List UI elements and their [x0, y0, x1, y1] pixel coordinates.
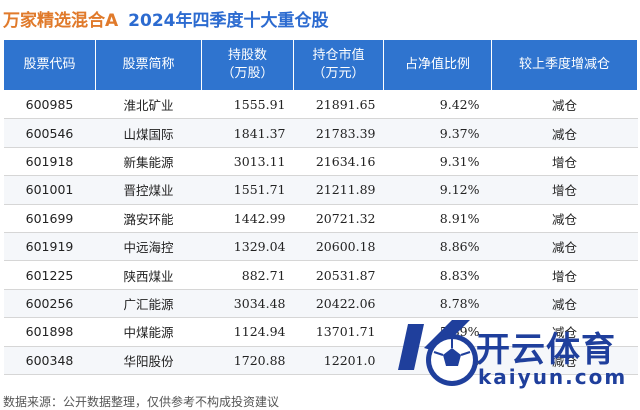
- kaiyun-logo: [398, 320, 478, 386]
- holdings-table: 股票代码 股票简称 持股数 （万股） 持仓市值 （万元） 占净值比例 较上季度增…: [3, 39, 638, 375]
- table-row: 601898 中煤能源 1124.94 13701.71 5.89% 减仓: [3, 317, 638, 347]
- net-value-ratio: 8.83%: [383, 260, 492, 290]
- market-value: 20422.06: [293, 289, 384, 319]
- stock-name: 中煤能源: [95, 317, 202, 347]
- stock-name: 淮北矿业: [95, 90, 202, 120]
- table-row: 601699 潞安环能 1442.99 20721.32 8.91% 减仓: [3, 204, 638, 233]
- title-bar: 万家精选混合A 2024年四季度十大重仓股: [0, 0, 640, 36]
- net-value-ratio: 9.42%: [383, 90, 492, 120]
- shares-held: 3013.11: [201, 147, 294, 177]
- column-header: 较上季度增减仓: [491, 39, 638, 91]
- position-change: 减仓: [491, 90, 638, 120]
- stock-code: 601699: [3, 204, 96, 233]
- table-row: 601001 晋控煤业 1551.71 21211.89 9.12% 增仓: [3, 175, 638, 205]
- column-header: 持仓市值 （万元）: [293, 39, 384, 91]
- net-value-ratio: 8.91%: [383, 204, 492, 233]
- stock-code: 601225: [3, 260, 96, 290]
- stock-code: 601918: [3, 147, 96, 177]
- stock-code: 600348: [3, 346, 96, 375]
- stock-name: 新集能源: [95, 147, 202, 177]
- position-change: 减仓: [491, 289, 638, 319]
- data-source-note: 数据来源：公开数据整理，仅供参考不构成投资建议: [3, 395, 280, 409]
- market-value: 21891.65: [293, 90, 384, 120]
- stock-name: 晋控煤业: [95, 175, 202, 205]
- shares-held: 1720.88: [201, 346, 294, 375]
- position-change: 减仓: [491, 232, 638, 262]
- table-row: 600256 广汇能源 3034.48 20422.06 8.78% 减仓: [3, 289, 638, 319]
- table-row: 601918 新集能源 3013.11 21634.16 9.31% 增仓: [3, 147, 638, 177]
- position-change: 增仓: [491, 260, 638, 290]
- table-row: 600985 淮北矿业 1555.91 21891.65 9.42% 减仓: [3, 90, 638, 120]
- table-row: 601919 中远海控 1329.04 20600.18 8.86% 减仓: [3, 232, 638, 262]
- shares-held: 1124.94: [201, 317, 294, 347]
- table-row: 601225 陕西煤业 882.71 20531.87 8.83% 增仓: [3, 260, 638, 290]
- stock-name: 山煤国际: [95, 118, 202, 148]
- market-value: 21634.16: [293, 147, 384, 177]
- shares-held: 882.71: [201, 260, 294, 290]
- market-value: 20721.32: [293, 204, 384, 233]
- shares-held: 1841.37: [201, 118, 294, 148]
- column-header: 占净值比例: [383, 39, 492, 91]
- position-change: 减仓: [491, 118, 638, 148]
- position-change: 减仓: [491, 204, 638, 233]
- market-value: 12201.0: [293, 346, 384, 375]
- net-value-ratio: 8.78%: [383, 289, 492, 319]
- column-header: 股票简称: [95, 39, 202, 91]
- shares-held: 1442.99: [201, 204, 294, 233]
- column-header: 持股数 （万股）: [201, 39, 294, 91]
- shares-held: 3034.48: [201, 289, 294, 319]
- stock-code: 600985: [3, 90, 96, 120]
- stock-name: 华阳股份: [95, 346, 202, 375]
- market-value: 20600.18: [293, 232, 384, 262]
- net-value-ratio: 9.37%: [383, 118, 492, 148]
- stock-code: 600546: [3, 118, 96, 148]
- logo-text-cn: 开云体育: [476, 330, 616, 370]
- stock-name: 陕西煤业: [95, 260, 202, 290]
- shares-held: 1555.91: [201, 90, 294, 120]
- logo-text-en: kaiyun.com: [478, 365, 628, 389]
- stock-code: 601919: [3, 232, 96, 262]
- stock-name: 中远海控: [95, 232, 202, 262]
- position-change: 增仓: [491, 147, 638, 177]
- shares-held: 1551.71: [201, 175, 294, 205]
- net-value-ratio: 9.12%: [383, 175, 492, 205]
- market-value: 21211.89: [293, 175, 384, 205]
- stock-code: 601001: [3, 175, 96, 205]
- table-row: 600546 山煤国际 1841.37 21783.39 9.37% 减仓: [3, 118, 638, 148]
- stock-name: 潞安环能: [95, 204, 202, 233]
- net-value-ratio: 9.31%: [383, 147, 492, 177]
- column-header: 股票代码: [3, 39, 96, 91]
- net-value-ratio: 8.86%: [383, 232, 492, 262]
- shares-held: 1329.04: [201, 232, 294, 262]
- position-change: 减仓: [491, 346, 638, 375]
- table-header-row: 股票代码 股票简称 持股数 （万股） 持仓市值 （万元） 占净值比例 较上季度增…: [3, 39, 638, 91]
- stock-code: 601898: [3, 317, 96, 347]
- stock-code: 600256: [3, 289, 96, 319]
- fund-name: 万家精选混合A: [3, 10, 119, 31]
- market-value: 21783.39: [293, 118, 384, 148]
- position-change: 增仓: [491, 175, 638, 205]
- market-value: 20531.87: [293, 260, 384, 290]
- position-change: 减仓: [491, 317, 638, 347]
- report-title: 2024年四季度十大重仓股: [128, 10, 329, 31]
- market-value: 13701.71: [293, 317, 384, 347]
- stock-name: 广汇能源: [95, 289, 202, 319]
